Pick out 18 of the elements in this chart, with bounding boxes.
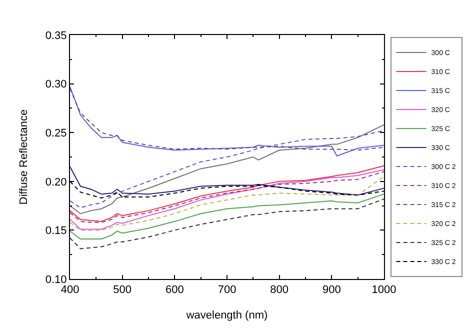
x-tick-label: 400 (60, 284, 80, 296)
y-tick-label: 0.35 (45, 30, 67, 42)
y-tick-label: 0.15 (45, 225, 67, 238)
line-series (70, 198, 384, 250)
y-tick-label: 0.30 (45, 78, 67, 91)
x-tick-label: 700 (218, 284, 236, 296)
x-axis-title: wavelength (nm) (185, 309, 268, 322)
x-tick-label: 1000 (372, 284, 396, 296)
x-tick-label: 500 (113, 284, 132, 296)
y-tick-label: 0.10 (45, 274, 67, 286)
y-axis-title: Diffuse Reflectance (18, 109, 30, 205)
y-tick-label: 0.20 (45, 176, 67, 188)
y-tick-label: 0.25 (45, 127, 67, 140)
line-series (70, 166, 384, 196)
line-series (70, 194, 384, 240)
x-tick-label: 600 (165, 284, 184, 296)
x-tick-label: 900 (322, 284, 341, 296)
x-tick-label: 800 (270, 284, 289, 296)
